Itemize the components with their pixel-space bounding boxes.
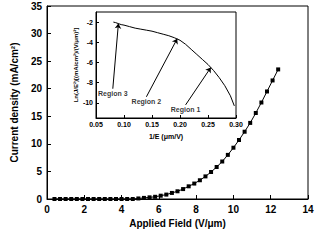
svg-text:5: 5 [36, 166, 42, 177]
svg-text:Region 3: Region 3 [98, 90, 128, 98]
svg-text:0.20: 0.20 [173, 121, 187, 128]
svg-text:0.10: 0.10 [117, 121, 131, 128]
svg-text:0: 0 [36, 194, 42, 205]
svg-text:-8: -8 [87, 79, 93, 86]
svg-text:Region 1: Region 1 [171, 106, 201, 114]
svg-text:2: 2 [82, 204, 88, 215]
svg-text:1/E (μm/V): 1/E (μm/V) [149, 133, 183, 141]
svg-text:-4: -4 [87, 39, 93, 46]
svg-text:Region 2: Region 2 [132, 98, 162, 106]
svg-text:14: 14 [302, 204, 314, 215]
svg-text:Ln(J/E²)[(mA/cm²)/(V/μm)²]: Ln(J/E²)[(mA/cm²)/(V/μm)²] [73, 28, 79, 103]
svg-text:35: 35 [31, 1, 43, 12]
svg-text:-2: -2 [87, 19, 93, 26]
svg-text:0.30: 0.30 [229, 121, 243, 128]
svg-text:12: 12 [265, 204, 277, 215]
svg-text:10: 10 [228, 204, 240, 215]
svg-text:0.05: 0.05 [89, 121, 103, 128]
svg-text:10: 10 [31, 138, 43, 149]
svg-text:15: 15 [31, 111, 43, 122]
svg-text:30: 30 [31, 28, 43, 39]
svg-text:Current density (mA/cm²): Current density (mA/cm²) [9, 42, 20, 162]
svg-text:0.25: 0.25 [201, 121, 215, 128]
svg-text:0: 0 [44, 204, 50, 215]
svg-text:8: 8 [193, 204, 199, 215]
svg-text:Applied Field (V/μm): Applied Field (V/μm) [129, 218, 226, 229]
svg-text:-10: -10 [83, 99, 93, 106]
svg-text:0.15: 0.15 [145, 121, 159, 128]
svg-text:20: 20 [31, 83, 43, 94]
svg-text:25: 25 [31, 56, 43, 67]
svg-text:6: 6 [156, 204, 162, 215]
svg-text:-6: -6 [87, 59, 93, 66]
svg-text:4: 4 [119, 204, 125, 215]
